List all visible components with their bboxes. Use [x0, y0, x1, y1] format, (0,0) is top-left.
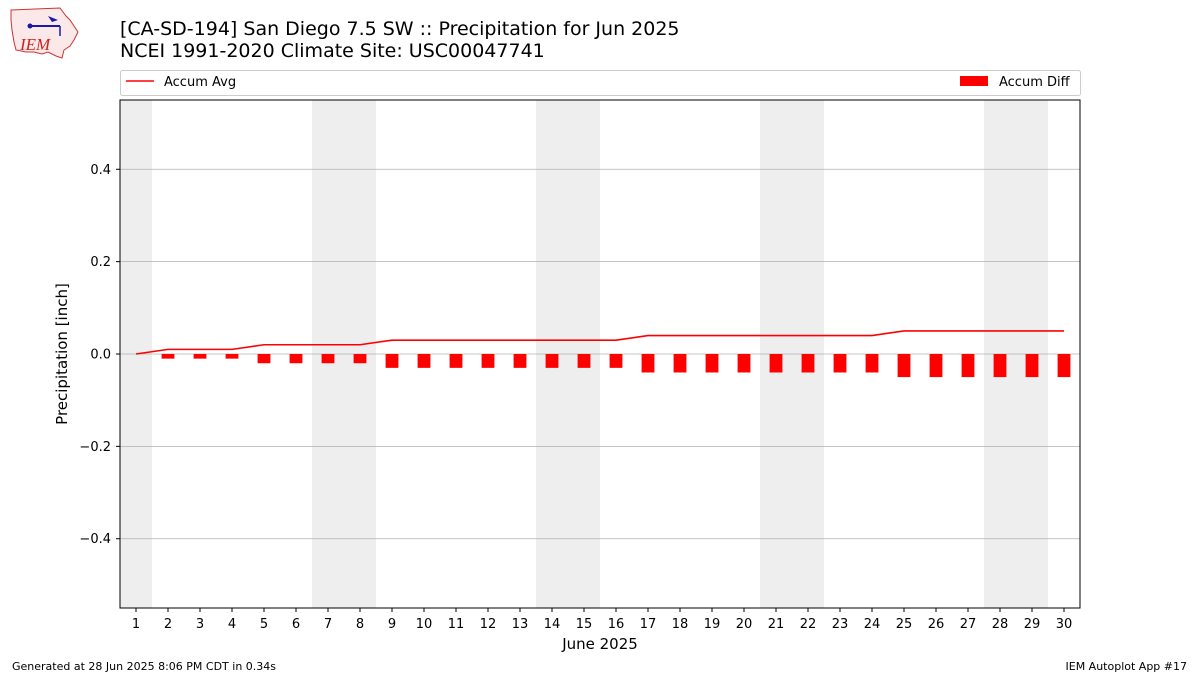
accum-diff-bars	[129, 354, 1071, 378]
diff-bar	[321, 354, 335, 364]
diff-bar	[353, 354, 367, 364]
diff-bar	[289, 354, 303, 364]
diff-bar	[513, 354, 527, 368]
x-tick-label: 1	[132, 617, 140, 632]
x-tick-label: 10	[416, 617, 433, 632]
x-tick-label: 28	[992, 617, 1009, 632]
x-tick-label: 21	[768, 617, 785, 632]
diff-bar	[193, 354, 207, 359]
diff-bar	[449, 354, 463, 368]
x-tick-label: 23	[832, 617, 849, 632]
x-tick-label: 4	[228, 617, 236, 632]
iem-logo: IEM	[10, 7, 79, 59]
diff-bar	[705, 354, 719, 373]
legend-box	[120, 70, 1081, 96]
diff-bar	[769, 354, 783, 373]
x-tick-label: 15	[576, 617, 593, 632]
diff-bar	[641, 354, 655, 373]
legend-bar-swatch	[960, 76, 988, 86]
x-axis-label: June 2025	[561, 635, 638, 653]
x-tick-label: 20	[736, 617, 753, 632]
x-tick-label: 3	[196, 617, 204, 632]
diff-bar	[833, 354, 847, 373]
x-tick-label: 16	[608, 617, 625, 632]
x-tick-label: 26	[928, 617, 945, 632]
diff-bar	[801, 354, 815, 373]
y-axis-label: Precipitation [inch]	[53, 283, 71, 425]
y-tick-label: 0.0	[90, 348, 111, 363]
x-tick-label: 17	[640, 617, 657, 632]
logo-text: IEM	[19, 35, 51, 54]
diff-bar	[609, 354, 623, 368]
x-tick-label: 18	[672, 617, 689, 632]
diff-bar	[257, 354, 271, 364]
diff-bar	[161, 354, 175, 359]
legend-accum-diff: Accum Diff	[999, 75, 1071, 90]
diff-bar	[385, 354, 399, 368]
x-tick-label: 29	[1024, 617, 1041, 632]
y-tick-label: 0.2	[90, 255, 111, 270]
diff-bar	[993, 354, 1007, 378]
x-tick-label: 27	[960, 617, 977, 632]
diff-bar	[673, 354, 687, 373]
diff-bar	[225, 354, 239, 359]
diff-bar	[545, 354, 559, 368]
chart-title: [CA-SD-194] San Diego 7.5 SW :: Precipit…	[120, 18, 680, 40]
x-tick-label: 9	[388, 617, 396, 632]
diff-bar	[737, 354, 751, 373]
x-tick-label: 30	[1056, 617, 1073, 632]
y-axis: −0.4 −0.2 0.0 0.2 0.4	[79, 163, 120, 547]
diff-bar	[929, 354, 943, 378]
x-tick-label: 25	[896, 617, 913, 632]
diff-bar	[897, 354, 911, 378]
y-tick-label: −0.2	[79, 440, 111, 455]
y-tick-label: −0.4	[79, 532, 111, 547]
diff-bar	[1025, 354, 1039, 378]
x-tick-label: 19	[704, 617, 721, 632]
x-tick-label: 7	[324, 617, 332, 632]
x-tick-label: 24	[864, 617, 881, 632]
footer-app: IEM Autoplot App #17	[1065, 660, 1188, 673]
x-tick-label: 13	[512, 617, 529, 632]
grid-lines	[120, 168, 1080, 540]
diff-bar	[865, 354, 879, 373]
x-tick-label: 8	[356, 617, 364, 632]
x-tick-label: 22	[800, 617, 817, 632]
x-axis: 1 2 3 4 5 6 7 8 9 10 11 12 13 14 15 16 17 18 19 20 21 22 23 24 2…	[132, 608, 1072, 632]
diff-bar	[961, 354, 975, 378]
chart-subtitle: NCEI 1991-2020 Climate Site: USC00047741	[120, 40, 545, 62]
diff-bar	[1057, 354, 1071, 378]
footer-generated: Generated at 28 Jun 2025 8:06 PM CDT in …	[12, 660, 277, 673]
y-tick-label: 0.4	[90, 163, 111, 178]
diff-bar	[481, 354, 495, 368]
accum-avg-line	[135, 330, 1064, 355]
x-tick-label: 5	[260, 617, 268, 632]
legend-accum-avg: Accum Avg	[164, 75, 236, 90]
x-tick-label: 2	[164, 617, 172, 632]
diff-bar	[577, 354, 591, 368]
x-tick-label: 6	[292, 617, 300, 632]
legend: Accum Avg Accum Diff	[120, 70, 1081, 96]
x-tick-label: 11	[448, 617, 465, 632]
x-tick-label: 14	[544, 617, 561, 632]
x-tick-label: 12	[480, 617, 497, 632]
diff-bar	[417, 354, 431, 368]
